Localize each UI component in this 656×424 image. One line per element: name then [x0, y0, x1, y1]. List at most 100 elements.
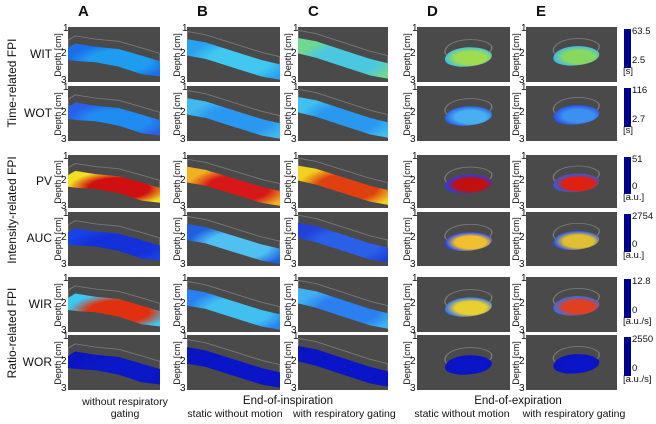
row-label-wir: WIR: [28, 296, 52, 311]
perfusion-map: [187, 289, 280, 330]
ultrasound-panel-B-auc: [187, 212, 280, 266]
perfusion-map: [298, 288, 388, 329]
perfusion-map: [68, 43, 160, 77]
depth-tick: 2: [61, 106, 67, 118]
perfusion-map: [298, 346, 388, 387]
group-label: Ratio-related FPI: [5, 287, 19, 378]
depth-tick: 1: [293, 82, 299, 93]
colorbar: [624, 88, 631, 127]
depth-tick: 1: [521, 82, 527, 93]
depth-tick: 3: [180, 75, 186, 86]
ultrasound-panel-A-auc: [68, 212, 160, 266]
depth-tick: 2: [291, 297, 297, 309]
depth-tick: 2: [410, 106, 416, 118]
colorbar-unit: [a.u.]: [623, 250, 645, 261]
depth-tick: 3: [291, 134, 297, 145]
colorbar-min: 0: [632, 305, 638, 316]
depth-tick: 2: [410, 297, 416, 309]
ultrasound-panel-D-auc: [417, 212, 510, 266]
ultrasound-panel-E-auc: [526, 212, 617, 266]
depth-tick: 3: [61, 383, 67, 394]
perfusion-map: [187, 166, 280, 206]
depth-tick: 1: [182, 208, 188, 219]
depth-tick: 3: [291, 383, 297, 394]
depth-tick: 1: [521, 273, 527, 284]
depth-tick: 1: [293, 23, 299, 34]
ultrasound-panel-C-auc: [298, 212, 388, 266]
ultrasound-panel-E-wot: [526, 86, 617, 141]
depth-tick: 1: [412, 208, 418, 219]
ultrasound-panel-C-pv: [298, 155, 388, 208]
colorbar: [624, 29, 631, 68]
depth-tick: 3: [180, 325, 186, 336]
perfusion-map: [444, 174, 492, 194]
colorbar-max: 51: [632, 154, 643, 165]
depth-tick: 3: [61, 134, 67, 145]
caption-inspiration-title: End-of-inspiration: [242, 395, 334, 407]
depth-tick: 2: [291, 355, 297, 367]
ultrasound-panel-E-wir: [526, 277, 617, 332]
ultrasound-panel-D-wot: [417, 86, 510, 141]
ultrasound-panel-B-wit: [187, 27, 280, 82]
ultrasound-panel-B-wot: [187, 86, 280, 141]
colorbar-max: 12.8: [632, 276, 651, 287]
ultrasound-panel-D-wor: [417, 335, 510, 390]
ultrasound-panel-D-wit: [417, 27, 510, 82]
perfusion-map: [553, 230, 600, 250]
depth-tick: 2: [410, 47, 416, 59]
depth-tick: 2: [61, 355, 67, 367]
depth-tick: 3: [61, 201, 67, 212]
depth-tick: 1: [293, 331, 299, 342]
depth-tick: 3: [61, 325, 67, 336]
group-label: Intensity-related FPI: [5, 155, 19, 264]
depth-tick: 2: [410, 232, 416, 243]
perfusion-map: [553, 46, 600, 66]
depth-tick: 1: [63, 151, 69, 162]
depth-tick: 2: [519, 174, 525, 186]
colorbar-min: 0: [632, 363, 638, 374]
depth-tick: 3: [410, 201, 416, 212]
depth-tick: 3: [180, 201, 186, 212]
colorbar-unit: [a.u.]: [623, 192, 645, 203]
depth-tick: 1: [521, 208, 527, 219]
depth-tick: 3: [410, 75, 416, 86]
depth-tick: 1: [521, 151, 527, 162]
depth-tick: 2: [61, 47, 67, 59]
depth-tick: 3: [519, 259, 525, 270]
depth-tick: 2: [519, 297, 525, 309]
depth-tick: 2: [410, 355, 416, 367]
depth-tick: 1: [412, 331, 418, 342]
column-letter-A: A: [78, 3, 89, 20]
depth-tick: 1: [63, 273, 69, 284]
depth-tick: 1: [521, 23, 527, 34]
perfusion-map: [444, 106, 492, 126]
ultrasound-panel-E-wit: [526, 27, 617, 82]
depth-tick: 3: [291, 201, 297, 212]
column-letter-E: E: [536, 3, 547, 20]
perfusion-map: [187, 223, 280, 264]
depth-tick: 2: [291, 232, 297, 243]
depth-tick: 3: [291, 259, 297, 270]
colorbar-max: 2754: [632, 211, 654, 222]
depth-tick: 1: [412, 23, 418, 34]
depth-tick: 2: [291, 174, 297, 186]
ultrasound-panel-A-pv: [68, 155, 160, 208]
perfusion-map: [187, 98, 280, 139]
perfusion-map: [298, 38, 388, 79]
depth-tick: 1: [412, 151, 418, 162]
depth-tick: 1: [412, 273, 418, 284]
depth-tick: 1: [182, 331, 188, 342]
perfusion-map: [68, 170, 160, 203]
depth-tick: 1: [293, 273, 299, 284]
depth-tick: 2: [180, 47, 186, 59]
colorbar-min: 0: [632, 181, 638, 192]
depth-tick: 3: [410, 383, 416, 394]
depth-tick: 2: [180, 174, 186, 186]
row-label-wor: WOR: [22, 354, 52, 369]
perfusion-map: [298, 165, 388, 205]
colorbar-unit: [a.u./s]: [623, 316, 652, 327]
column-letter-D: D: [427, 3, 438, 20]
ultrasound-panel-A-wir: [68, 277, 160, 332]
depth-tick: 3: [180, 134, 186, 145]
depth-tick: 3: [291, 75, 297, 86]
